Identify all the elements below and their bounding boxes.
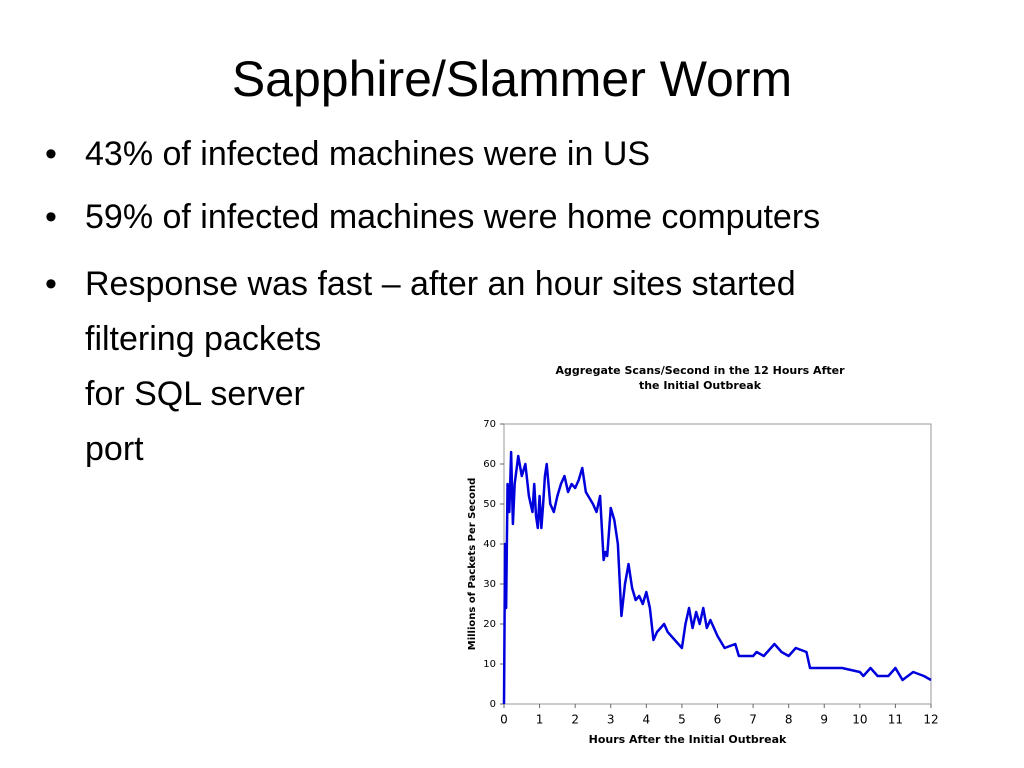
x-tick-label: 8: [785, 713, 793, 727]
plot-frame: [503, 423, 932, 705]
y-tick-label: 0: [490, 699, 496, 710]
x-tick-label: 6: [714, 713, 722, 727]
bullet-marker: •: [45, 265, 57, 303]
y-tick-label: 40: [483, 539, 496, 550]
chart-title: Aggregate Scans/Second in the 12 Hours A…: [555, 364, 845, 392]
y-tick-label: 50: [483, 499, 496, 510]
y-tick-label: 30: [483, 579, 496, 590]
x-tick-label: 2: [571, 713, 579, 727]
x-tick-label: 3: [607, 713, 615, 727]
bullet-marker: •: [45, 198, 57, 236]
bullet-text: port: [85, 430, 144, 468]
x-tick-label: 9: [820, 713, 828, 727]
bullet-text: 59% of infected machines were home compu…: [85, 198, 821, 236]
y-tick-label: 20: [483, 619, 496, 630]
x-tick-label: 4: [643, 713, 651, 727]
x-tick-label: 12: [923, 713, 938, 727]
slide-title: Sapphire/Slammer Worm: [231, 51, 793, 107]
bullet-text: Response was fast – after an hour sites …: [85, 265, 796, 303]
x-tick-label: 7: [749, 713, 757, 727]
y-tick-label: 60: [483, 459, 496, 470]
bullet-text: for SQL server: [85, 375, 305, 413]
x-tick-label: 10: [852, 713, 867, 727]
data-line: [502, 450, 932, 705]
x-tick-label: 1: [536, 713, 544, 727]
y-tick-label: 70: [483, 419, 496, 430]
bullet-text: filtering packets: [85, 320, 322, 358]
y-tick-label: 10: [483, 659, 496, 670]
x-tick-label: 11: [888, 713, 903, 727]
x-tick-label: 5: [678, 713, 686, 727]
y-axis-label: Millions of Packets Per Second: [467, 478, 478, 651]
x-tick-label: 0: [500, 713, 508, 727]
x-axis-label: Hours After the Initial Outbreak: [589, 733, 787, 746]
bullet-marker: •: [45, 135, 57, 173]
bullet-text: 43% of infected machines were in US: [85, 135, 651, 173]
